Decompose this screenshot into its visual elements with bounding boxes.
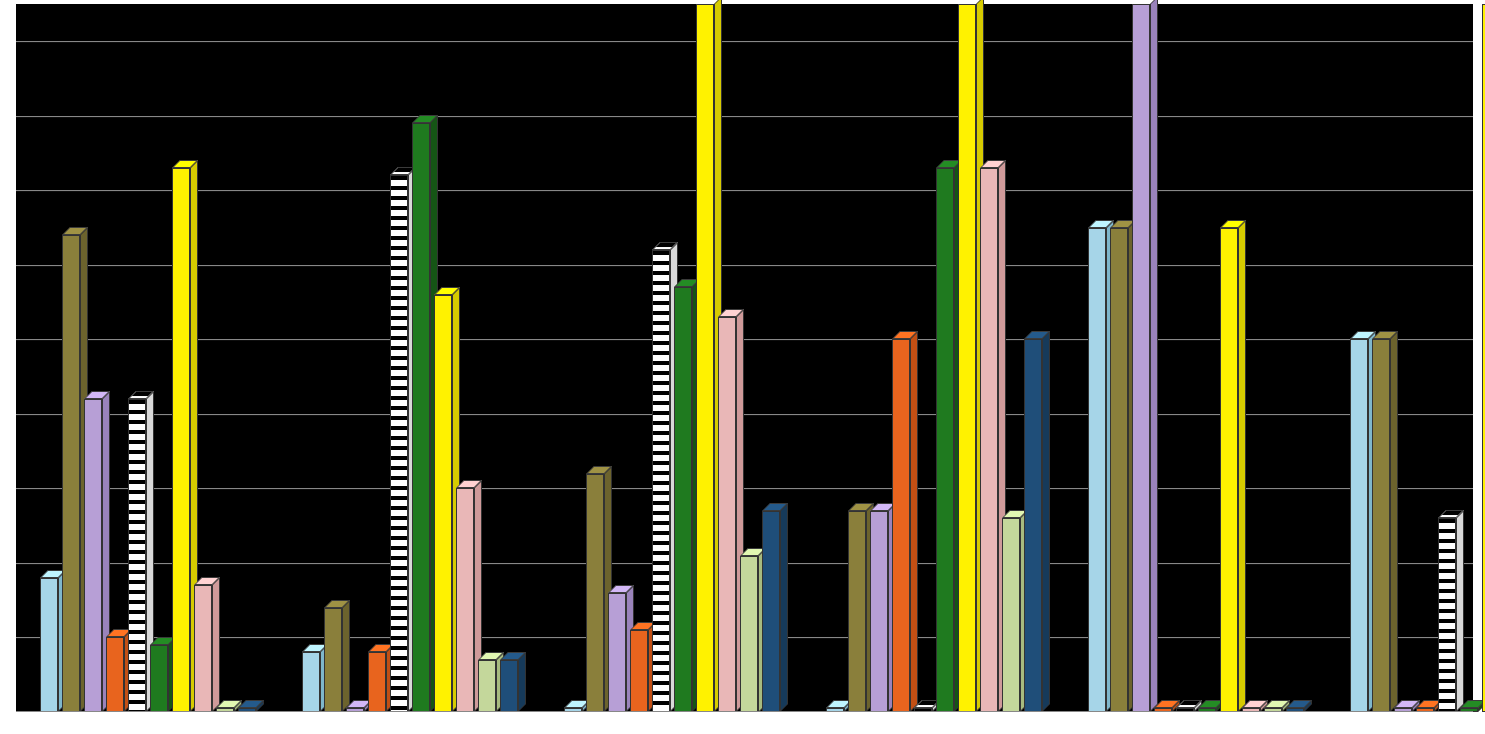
gridline bbox=[16, 488, 1473, 489]
chart-floor bbox=[16, 711, 1473, 734]
bar-chart bbox=[0, 0, 1485, 734]
plot-area bbox=[16, 4, 1473, 712]
bar-g4-s3 bbox=[870, 511, 888, 712]
bar-g2-s4 bbox=[368, 652, 386, 712]
bar-g2-s10 bbox=[500, 660, 518, 712]
bar-g1-s4 bbox=[106, 637, 124, 712]
bar-g4-s9 bbox=[1002, 518, 1020, 712]
bar-g4-s7 bbox=[958, 4, 976, 712]
bar-g3-s9 bbox=[740, 556, 758, 713]
gridline bbox=[16, 339, 1473, 340]
gridline bbox=[16, 190, 1473, 191]
bar-g6-s5 bbox=[1438, 518, 1456, 712]
bar-g2-s6 bbox=[412, 123, 430, 712]
bar-g4-s4 bbox=[892, 339, 910, 712]
gridline bbox=[16, 41, 1473, 42]
bar-g3-s3 bbox=[608, 593, 626, 712]
bar-g2-s8 bbox=[456, 488, 474, 712]
bar-g3-s10 bbox=[762, 511, 780, 712]
bar-g5-s2 bbox=[1110, 228, 1128, 712]
bar-g5-s7 bbox=[1220, 228, 1238, 712]
bar-g4-s8 bbox=[980, 168, 998, 712]
bar-g2-s5 bbox=[390, 175, 408, 712]
bar-g4-s6 bbox=[936, 168, 954, 712]
bar-g1-s2 bbox=[62, 235, 80, 712]
bar-g1-s8 bbox=[194, 585, 212, 712]
bar-g6-s1 bbox=[1350, 339, 1368, 712]
bar-g1-s5 bbox=[128, 399, 146, 712]
gridline bbox=[16, 414, 1473, 415]
bar-g5-s3 bbox=[1132, 4, 1150, 712]
gridline bbox=[16, 116, 1473, 117]
bar-g1-s1 bbox=[40, 578, 58, 712]
bar-g3-s2 bbox=[586, 474, 604, 712]
bar-g4-s10 bbox=[1024, 339, 1042, 712]
bar-g5-s1 bbox=[1088, 228, 1106, 712]
bar-g1-s6 bbox=[150, 645, 168, 712]
bar-g6-s2 bbox=[1372, 339, 1390, 712]
bar-g3-s4 bbox=[630, 630, 648, 712]
gridline bbox=[16, 265, 1473, 266]
bar-g1-s3 bbox=[84, 399, 102, 712]
bar-g2-s7 bbox=[434, 295, 452, 712]
bar-g3-s8 bbox=[718, 317, 736, 712]
bar-g4-s2 bbox=[848, 511, 866, 712]
bar-g3-s6 bbox=[674, 287, 692, 712]
bar-g2-s1 bbox=[302, 652, 320, 712]
bar-g3-s5 bbox=[652, 250, 670, 712]
bar-g2-s2 bbox=[324, 608, 342, 712]
bar-g3-s7 bbox=[696, 4, 714, 712]
bar-g2-s9 bbox=[478, 660, 496, 712]
bar-g1-s7 bbox=[172, 168, 190, 712]
